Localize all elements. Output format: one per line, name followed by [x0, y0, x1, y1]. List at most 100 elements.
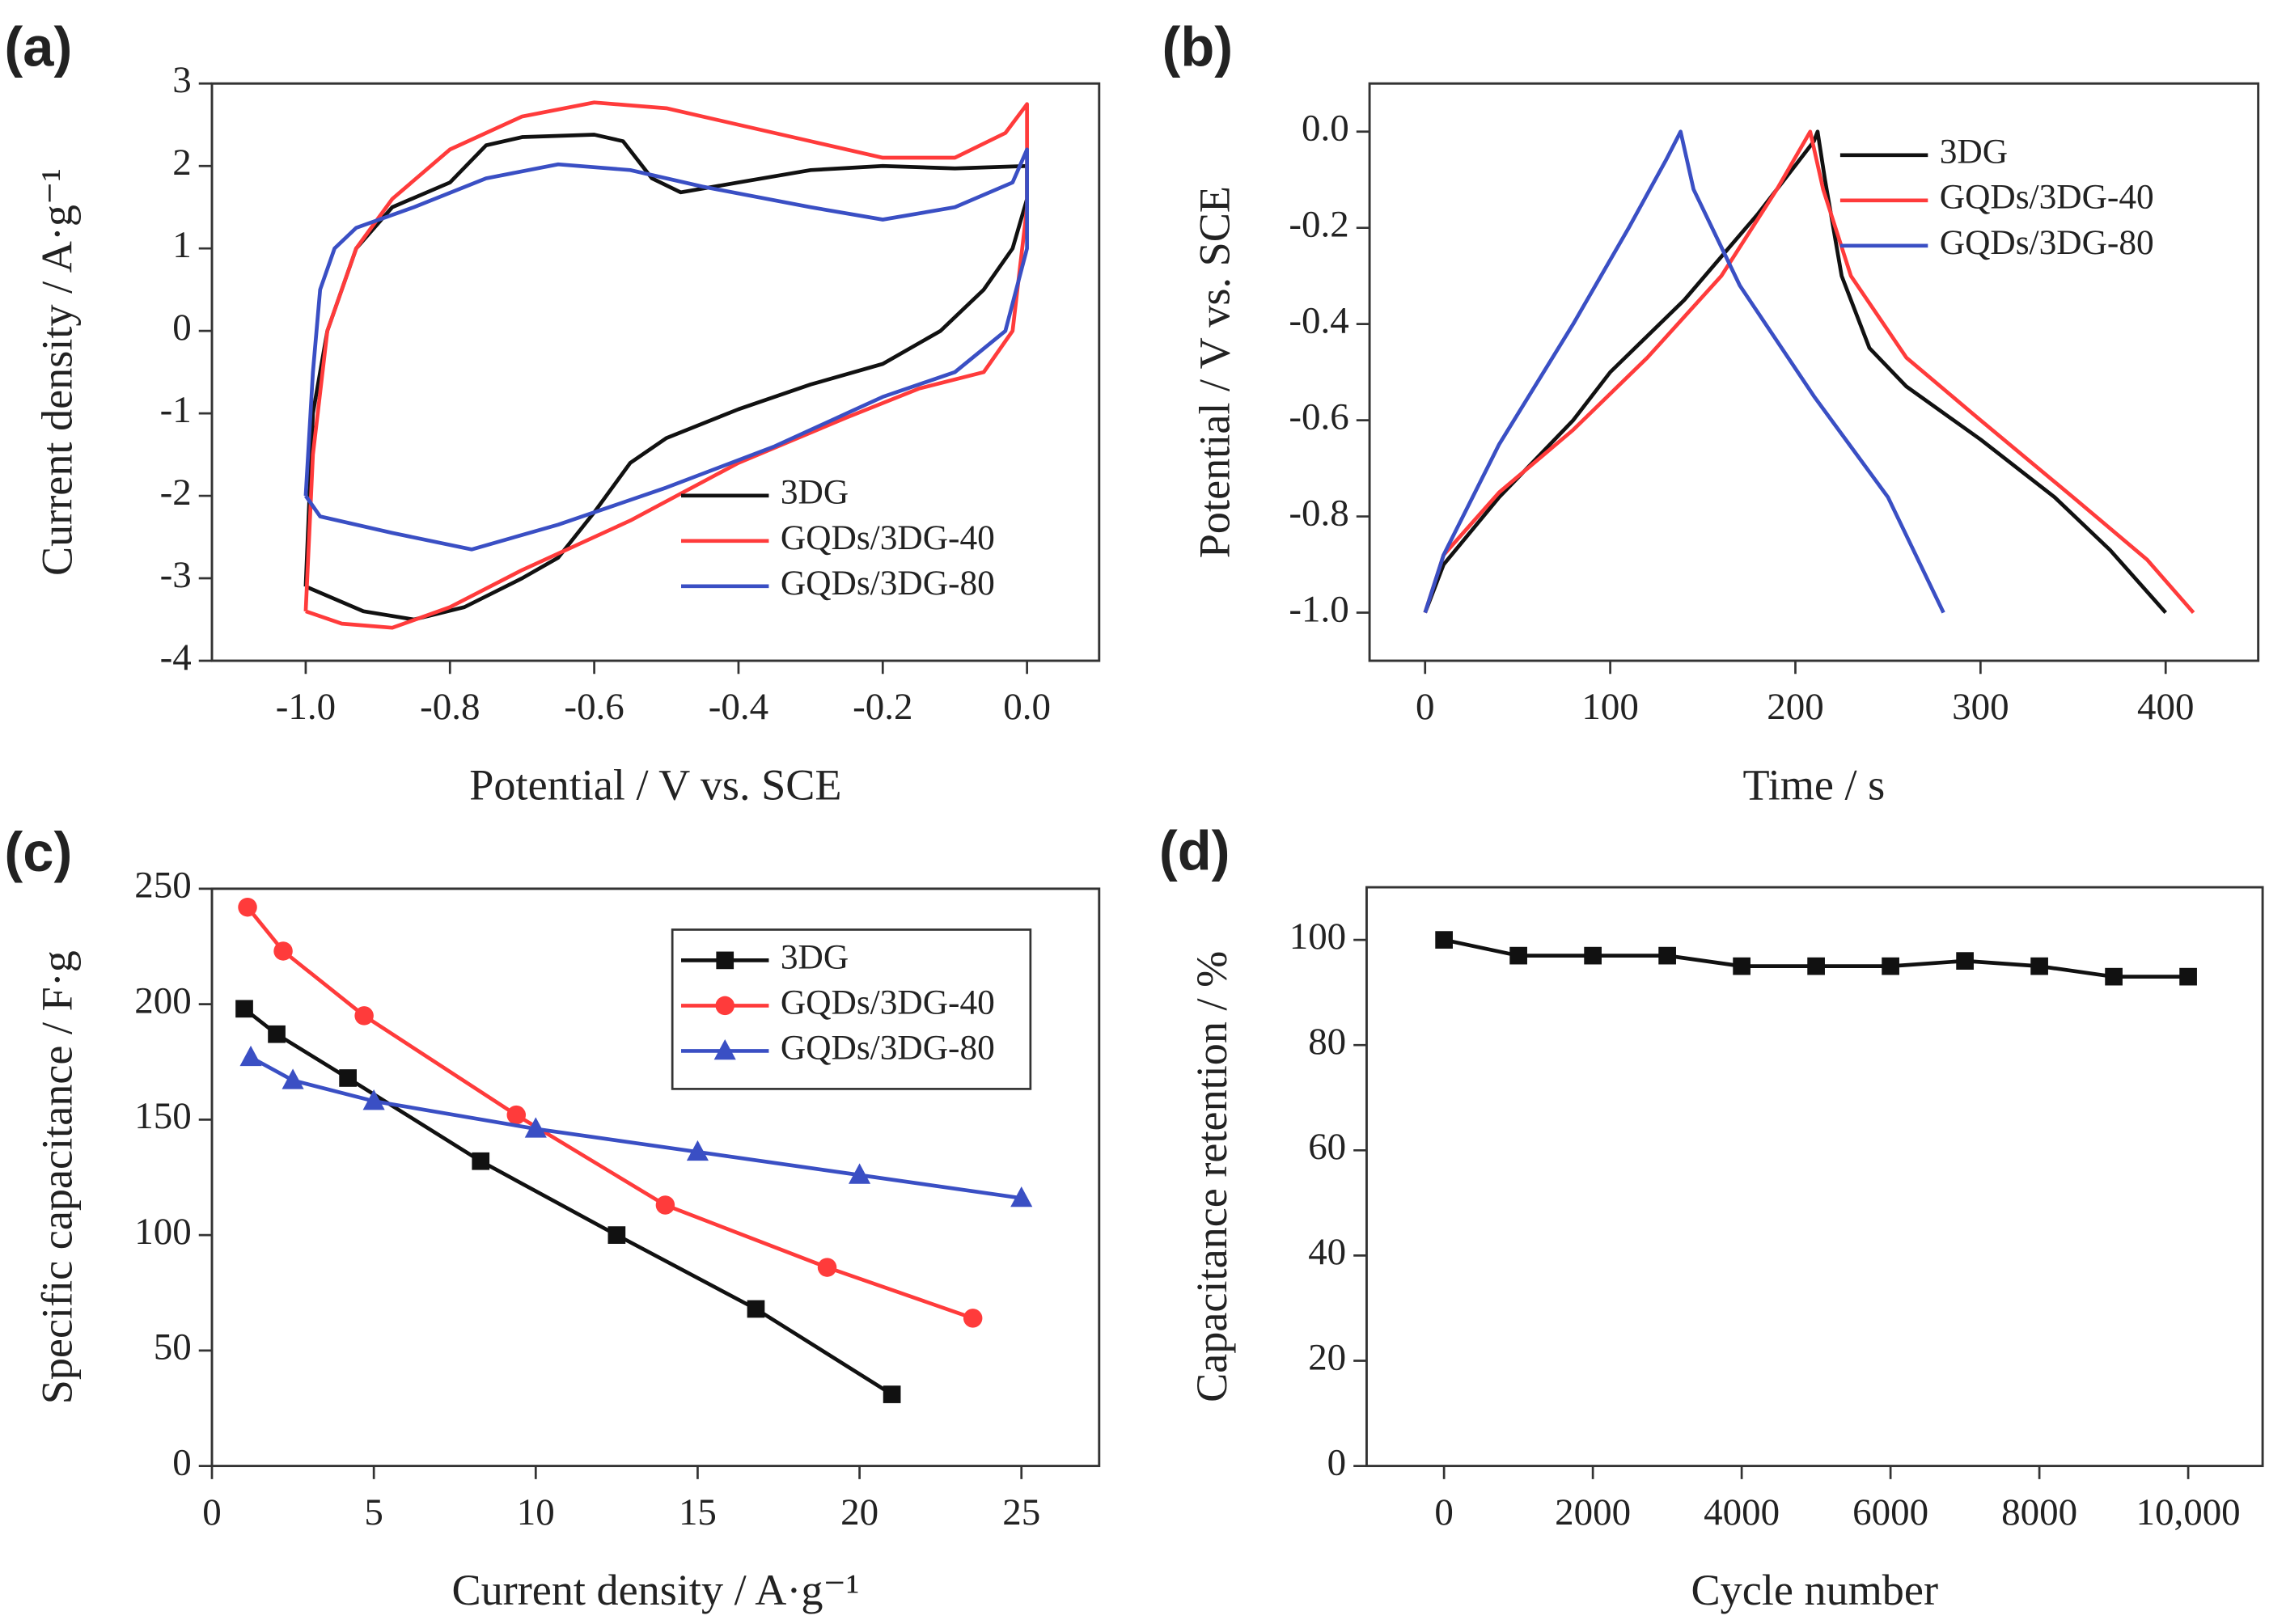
marker: [339, 1069, 357, 1087]
y-tick-label: 100: [1289, 916, 1346, 958]
x-axis-label: Current density / A·g⁻¹: [451, 1566, 859, 1614]
marker: [239, 1045, 262, 1067]
y-tick-label: 0: [172, 1441, 191, 1483]
x-tick-label: 300: [1952, 686, 2009, 728]
x-tick-label: 0: [1416, 686, 1434, 728]
y-tick-label: -0.8: [1289, 492, 1348, 534]
plot-frame: [1365, 886, 2264, 1468]
y-tick-label: 40: [1308, 1231, 1346, 1273]
marker: [2179, 967, 2197, 986]
x-axis-label: Time / s: [1743, 760, 1886, 809]
legend-marker: [716, 951, 734, 970]
marker: [1733, 957, 1750, 975]
legend-label: 3DG: [781, 473, 849, 512]
x-tick-label: -1.0: [276, 686, 336, 728]
x-tick-label: 0.0: [1003, 686, 1051, 728]
marker: [883, 1385, 901, 1403]
y-tick-label: 0.0: [1302, 108, 1349, 150]
x-tick-label: 200: [1767, 686, 1823, 728]
y-axis-label: Specific capacitance / F·g: [32, 950, 81, 1404]
x-tick-label: 2000: [1555, 1491, 1631, 1533]
y-tick-label: 20: [1308, 1336, 1346, 1378]
marker: [506, 1105, 527, 1125]
x-tick-label: -0.8: [420, 686, 480, 728]
y-tick-label: 3: [172, 59, 191, 101]
marker: [607, 1226, 626, 1244]
x-tick-label: 8000: [2001, 1491, 2077, 1533]
y-axis-label: Current density / A·g⁻¹: [32, 168, 81, 576]
x-tick-label: 400: [2137, 686, 2194, 728]
x-tick-label: -0.2: [853, 686, 912, 728]
x-tick-label: -0.4: [709, 686, 768, 728]
x-tick-label: 100: [1581, 686, 1638, 728]
plot-frame: [210, 887, 1101, 1468]
data-line: [1423, 129, 1945, 614]
marker: [1584, 946, 1602, 965]
x-tick-label: 25: [1002, 1491, 1040, 1533]
y-tick-label: 50: [154, 1326, 192, 1368]
panel-label: (d): [1159, 819, 1230, 882]
marker: [1807, 957, 1825, 975]
x-tick-label: 5: [364, 1491, 383, 1533]
y-tick-label: -0.2: [1289, 203, 1348, 245]
legend-marker: [715, 996, 734, 1016]
y-tick-label: -2: [160, 472, 192, 514]
marker: [362, 1089, 385, 1110]
y-tick-label: 2: [172, 142, 191, 184]
marker: [747, 1300, 765, 1318]
marker: [1956, 952, 1974, 970]
data-line: [303, 147, 1029, 552]
x-axis-label: Cycle number: [1691, 1566, 1938, 1614]
plot-frame: [210, 82, 1101, 662]
marker: [655, 1195, 675, 1215]
y-tick-label: 80: [1308, 1021, 1346, 1063]
x-tick-label: 0: [202, 1491, 221, 1533]
y-tick-label: 0: [1327, 1441, 1346, 1483]
marker: [273, 941, 293, 961]
marker: [963, 1309, 983, 1328]
y-tick-label: -4: [160, 636, 192, 679]
y-tick-label: 250: [134, 865, 191, 907]
plot-frame: [1368, 82, 2260, 662]
marker: [354, 1006, 374, 1026]
marker: [1509, 946, 1527, 965]
x-tick-label: 10,000: [2136, 1491, 2241, 1533]
marker: [238, 897, 257, 917]
x-tick-label: 6000: [1852, 1491, 1928, 1533]
y-tick-label: -0.4: [1289, 299, 1348, 341]
x-tick-label: 20: [840, 1491, 878, 1533]
marker: [1658, 946, 1676, 965]
legend-label: GQDs/3DG-40: [1940, 178, 2154, 217]
panel-label: (b): [1162, 16, 1233, 78]
legend-label: GQDs/3DG-80: [781, 1028, 995, 1067]
marker: [2105, 967, 2123, 986]
y-axis-label: Capacitance retention / %: [1187, 951, 1236, 1402]
x-tick-label: -0.6: [564, 686, 624, 728]
data-line: [1423, 129, 2167, 615]
y-tick-label: -1: [160, 389, 192, 431]
y-tick-label: -3: [160, 554, 192, 596]
x-tick-label: 0: [1434, 1491, 1453, 1533]
legend-label: GQDs/3DG-80: [781, 564, 995, 603]
marker: [1435, 931, 1453, 949]
panel-label: (c): [4, 821, 72, 883]
marker: [686, 1140, 709, 1161]
x-tick-label: 4000: [1704, 1491, 1780, 1533]
marker: [849, 1163, 871, 1184]
y-tick-label: 100: [134, 1211, 191, 1253]
legend-label: GQDs/3DG-40: [781, 983, 995, 1021]
y-tick-label: 60: [1308, 1126, 1346, 1168]
data-line: [303, 100, 1029, 630]
legend-label: 3DG: [1940, 133, 2008, 171]
y-tick-label: 0: [172, 307, 191, 349]
marker: [268, 1025, 286, 1043]
y-tick-label: -1.0: [1289, 588, 1348, 630]
y-axis-label: Potential / V vs. SCE: [1190, 186, 1238, 558]
marker: [817, 1258, 837, 1277]
legend-label: GQDs/3DG-40: [781, 518, 995, 557]
marker: [1010, 1186, 1033, 1207]
y-tick-label: -0.6: [1289, 395, 1348, 438]
marker: [1882, 957, 1899, 975]
marker: [235, 1000, 253, 1018]
